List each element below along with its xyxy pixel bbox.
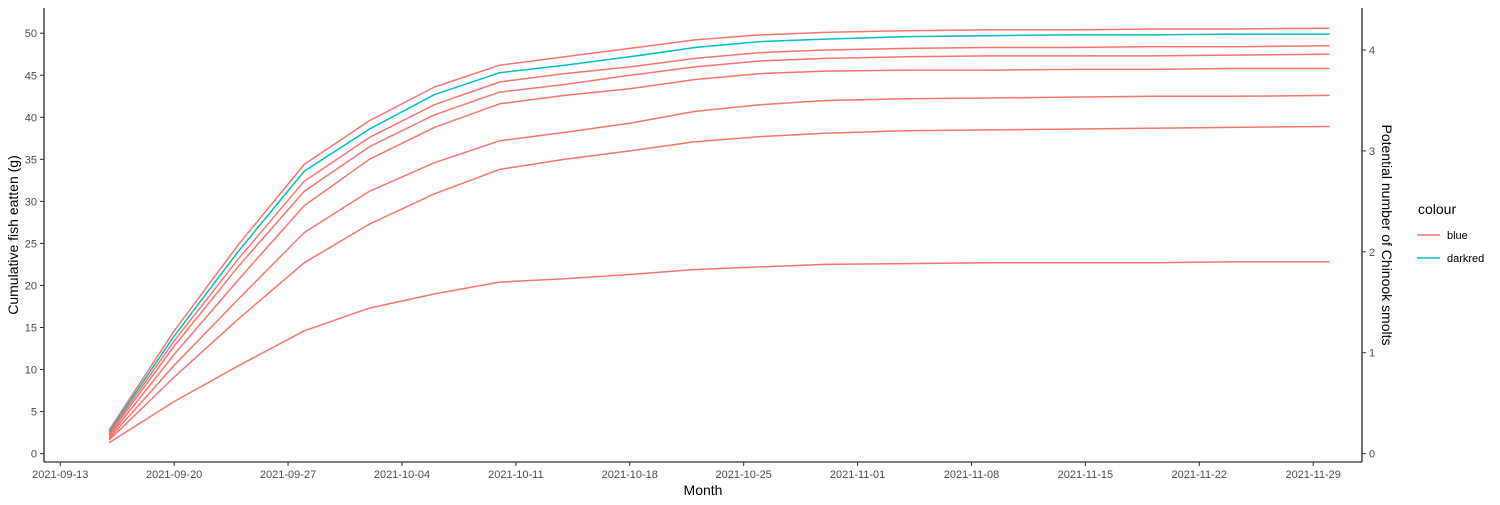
y-tick-label: 20 [25, 280, 37, 292]
x-tick-label: 2021-09-20 [146, 469, 202, 481]
series-line-blue-3 [108, 67, 1330, 438]
x-tick-label: 2021-11-15 [1058, 469, 1113, 481]
x-tick-label: 2021-11-01 [830, 469, 885, 481]
legend-label-blue: blue [1447, 230, 1468, 242]
series-line-blue-0 [108, 261, 1330, 444]
legend: colour blue darkred [1417, 201, 1484, 265]
series-line-blue-5 [108, 45, 1330, 434]
x-tick-label: 2021-11-08 [944, 469, 999, 481]
y2-axis-title: Potential number of Chinook smolts [1379, 125, 1395, 346]
x-axis-ticks: 2021-09-13 2021-09-20 2021-09-27 2021-10-04… [32, 462, 1341, 481]
y-tick-label: 0 [31, 449, 37, 461]
series-line-blue-7 [108, 27, 1330, 431]
y2-tick-label: 1 [1369, 348, 1375, 360]
series-line-darkred-6 [108, 33, 1330, 433]
legend-title: colour [1418, 201, 1456, 217]
y2-tick-label: 3 [1369, 146, 1375, 158]
x-tick-label: 2021-10-11 [488, 469, 543, 481]
y2-axis-ticks: 0 1 2 3 4 [1362, 45, 1375, 461]
x-axis-title: Month [684, 482, 723, 498]
y-tick-label: 30 [25, 196, 37, 208]
x-tick-label: 2021-11-29 [1285, 469, 1340, 481]
y2-tick-label: 4 [1369, 45, 1375, 57]
y-tick-label: 25 [25, 238, 37, 250]
y-tick-label: 10 [25, 365, 37, 377]
y-tick-label: 50 [25, 28, 37, 40]
y-axis-title: Cumulative fish eatten (g) [5, 155, 21, 315]
x-tick-label: 2021-09-27 [260, 469, 316, 481]
y-tick-label: 15 [25, 322, 37, 334]
y-tick-label: 35 [25, 154, 37, 166]
x-tick-label: 2021-10-25 [716, 469, 772, 481]
x-tick-label: 2021-09-13 [32, 469, 88, 481]
x-tick-label: 2021-10-04 [374, 469, 430, 481]
series-line-blue-4 [108, 53, 1330, 436]
y-axis-ticks: 0 5 10 15 20 25 30 35 40 45 50 [25, 28, 44, 461]
y2-tick-label: 2 [1369, 247, 1375, 259]
y-tick-label: 45 [25, 70, 37, 82]
legend-label-darkred: darkred [1447, 253, 1484, 265]
x-tick-label: 2021-10-18 [602, 469, 658, 481]
y-tick-label: 40 [25, 112, 37, 124]
series-line-blue-2 [108, 94, 1330, 439]
y2-tick-label: 0 [1369, 449, 1375, 461]
y-tick-label: 5 [31, 407, 37, 419]
x-tick-label: 2021-11-22 [1172, 469, 1227, 481]
series-layer [108, 27, 1330, 444]
series-line-blue-1 [108, 125, 1330, 441]
